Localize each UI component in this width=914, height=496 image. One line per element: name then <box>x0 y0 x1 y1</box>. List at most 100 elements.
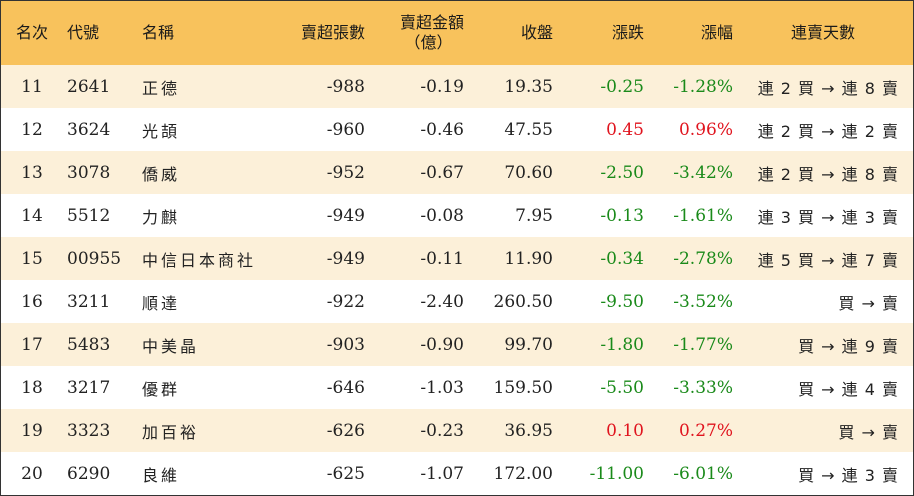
cell-change-pct: 0.27% <box>678 420 733 441</box>
cell-change-pct: -2.78% <box>673 248 733 269</box>
table-row: 17 5483 中美晶 -903 -0.90 99.70 -1.80 -1.77% 買 → 連 … <box>1 323 913 366</box>
cell-streak: 買 → 賣 <box>838 422 899 442</box>
cell-change: -1.80 <box>600 334 644 355</box>
table-row: 12 3624 光頡 -960 -0.46 47.55 0.45 0.96% 連 2 買 → 連… <box>1 108 913 151</box>
cell-net-sell-shares: -949 <box>326 248 365 269</box>
cell-close: 99.70 <box>504 334 553 355</box>
cell-rank: 12 <box>21 119 43 140</box>
cell-net-sell-shares: -952 <box>326 162 365 183</box>
cell-net-sell-amount: -0.11 <box>420 248 464 269</box>
cell-name: 優群 <box>142 379 181 399</box>
cell-streak: 連 2 買 → 連 2 賣 <box>757 121 899 141</box>
cell-net-sell-amount: -0.46 <box>420 119 464 140</box>
cell-net-sell-shares: -922 <box>326 291 365 312</box>
cell-code: 00955 <box>67 248 122 269</box>
cell-rank: 19 <box>21 420 43 441</box>
cell-close: 47.55 <box>504 119 553 140</box>
cell-name: 力麒 <box>142 207 181 227</box>
cell-close: 36.95 <box>504 420 553 441</box>
header-close: 收盤 <box>520 23 553 42</box>
cell-change: 0.10 <box>606 420 644 441</box>
header-code: 代號 <box>67 23 100 42</box>
table-row: 19 3323 加百裕 -626 -0.23 36.95 0.10 0.27% 買 → 賣 <box>1 409 913 452</box>
cell-code: 6290 <box>67 463 111 484</box>
cell-change-pct: -3.42% <box>673 162 733 183</box>
cell-change: -11.00 <box>589 463 644 484</box>
cell-name: 光頡 <box>142 121 181 141</box>
cell-name: 良維 <box>142 465 181 485</box>
cell-name: 加百裕 <box>142 422 200 442</box>
cell-close: 172.00 <box>493 463 553 484</box>
table-row: 20 6290 良維 -625 -1.07 172.00 -11.00 -6.01% 買 → 連… <box>1 452 913 495</box>
cell-streak: 買 → 連 3 賣 <box>798 465 899 485</box>
cell-net-sell-amount: -0.19 <box>420 76 464 97</box>
cell-rank: 18 <box>21 377 43 398</box>
cell-net-sell-shares: -903 <box>326 334 365 355</box>
cell-net-sell-shares: -949 <box>326 205 365 226</box>
cell-rank: 11 <box>21 76 43 97</box>
cell-change: 0.45 <box>606 119 644 140</box>
header-net-sell-amount: 賣超金額 （億） <box>365 1 464 65</box>
cell-close: 159.50 <box>493 377 553 398</box>
table-row: 18 3217 優群 -646 -1.03 159.50 -5.50 -3.33% 買 → 連 … <box>1 366 913 409</box>
cell-net-sell-amount: -0.90 <box>420 334 464 355</box>
header-name: 名稱 <box>142 23 175 42</box>
cell-change-pct: -3.52% <box>673 291 733 312</box>
cell-net-sell-shares: -626 <box>326 420 365 441</box>
cell-name: 正德 <box>142 78 181 98</box>
cell-close: 7.95 <box>515 205 553 226</box>
cell-streak: 連 2 買 → 連 8 賣 <box>757 164 899 184</box>
cell-net-sell-amount: -2.40 <box>420 291 464 312</box>
header-row: 名次 代號 名稱 賣超張數 賣超金額 （億） 收盤 漲跌 漲幅 連賣天數 <box>1 1 913 65</box>
cell-code: 5512 <box>67 205 111 226</box>
cell-change-pct: -3.33% <box>673 377 733 398</box>
cell-net-sell-amount: -0.08 <box>420 205 464 226</box>
cell-code: 3078 <box>67 162 111 183</box>
cell-rank: 14 <box>21 205 43 226</box>
table-row: 11 2641 正德 -988 -0.19 19.35 -0.25 -1.28% 連 2 買 →… <box>1 65 913 108</box>
cell-name: 僑威 <box>142 164 181 184</box>
cell-rank: 15 <box>21 248 43 269</box>
cell-change: -0.13 <box>600 205 644 226</box>
header-streak: 連賣天數 <box>790 23 855 42</box>
cell-code: 5483 <box>67 334 111 355</box>
cell-close: 11.90 <box>504 248 553 269</box>
cell-streak: 連 2 買 → 連 8 賣 <box>757 78 899 98</box>
cell-rank: 13 <box>21 162 43 183</box>
cell-change-pct: -1.77% <box>673 334 733 355</box>
table-row: 14 5512 力麒 -949 -0.08 7.95 -0.13 -1.61% 連 3 買 → … <box>1 194 913 237</box>
cell-change: -0.34 <box>600 248 644 269</box>
header-net-sell-amount-line1: 賣超金額 <box>399 13 464 32</box>
cell-close: 70.60 <box>504 162 553 183</box>
cell-change: -5.50 <box>600 377 644 398</box>
header-change: 漲跌 <box>611 23 644 42</box>
cell-change-pct: -1.28% <box>673 76 733 97</box>
table-row: 13 3078 僑威 -952 -0.67 70.60 -2.50 -3.42% 連 2 買 →… <box>1 151 913 194</box>
cell-code: 3624 <box>67 119 111 140</box>
cell-net-sell-shares: -960 <box>326 119 365 140</box>
cell-net-sell-shares: -646 <box>326 377 365 398</box>
cell-close: 19.35 <box>504 76 553 97</box>
cell-change-pct: -6.01% <box>673 463 733 484</box>
cell-change-pct: 0.96% <box>678 119 733 140</box>
cell-net-sell-amount: -0.67 <box>420 162 464 183</box>
cell-streak: 買 → 連 9 賣 <box>798 336 899 356</box>
cell-net-sell-amount: -0.23 <box>420 420 464 441</box>
cell-name: 中信日本商社 <box>142 250 257 270</box>
cell-net-sell-shares: -988 <box>326 76 365 97</box>
cell-streak: 連 5 買 → 連 7 賣 <box>757 250 899 270</box>
cell-change: -2.50 <box>600 162 644 183</box>
cell-close: 260.50 <box>493 291 553 312</box>
cell-streak: 買 → 連 4 賣 <box>798 379 899 399</box>
cell-change: -9.50 <box>600 291 644 312</box>
header-net-sell-shares: 賣超張數 <box>300 23 365 42</box>
cell-rank: 17 <box>21 334 43 355</box>
cell-rank: 20 <box>21 463 43 484</box>
cell-change-pct: -1.61% <box>673 205 733 226</box>
table-row: 16 3211 順達 -922 -2.40 260.50 -9.50 -3.52% 買 → 賣 <box>1 280 913 323</box>
cell-streak: 連 3 買 → 連 3 賣 <box>757 207 899 227</box>
cell-change: -0.25 <box>600 76 644 97</box>
cell-code: 3211 <box>67 291 111 312</box>
cell-net-sell-amount: -1.03 <box>420 377 464 398</box>
